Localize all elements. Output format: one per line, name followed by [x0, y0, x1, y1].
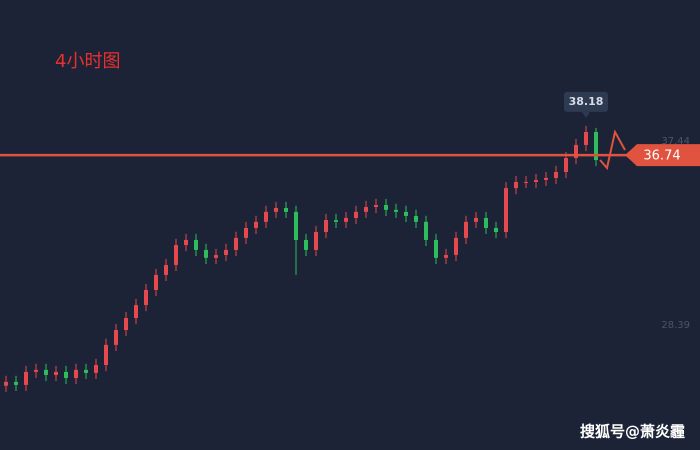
- candle-body: [394, 209, 398, 212]
- candle-body: [14, 381, 18, 385]
- y-tick-label: 28.39: [661, 320, 690, 331]
- candle-body: [214, 254, 218, 258]
- candle-body: [324, 220, 328, 233]
- candle-body: [74, 369, 78, 379]
- candle-body: [424, 221, 428, 240]
- candle-body: [224, 249, 228, 255]
- candle-body: [554, 172, 558, 178]
- candle-body: [404, 211, 408, 216]
- price-tag: [625, 144, 700, 167]
- candle-body: [234, 237, 238, 250]
- candle-body: [354, 211, 358, 218]
- candle-body: [334, 220, 338, 222]
- candle-body: [584, 131, 588, 145]
- candle-body: [174, 245, 178, 265]
- candle-body: [154, 274, 158, 290]
- candle-body: [134, 305, 138, 319]
- candle-body: [524, 181, 528, 183]
- candle-body: [34, 369, 38, 372]
- max-tooltip-label: 38.18: [569, 95, 604, 108]
- candle-body: [454, 237, 458, 255]
- candle-body: [474, 217, 478, 222]
- candle-body: [314, 232, 318, 250]
- chart-title: 4小时图: [55, 51, 120, 72]
- candle-body: [184, 239, 188, 246]
- watermark: 搜狐号@萧炎霾: [580, 423, 685, 441]
- candle-body: [24, 371, 28, 385]
- candle-body: [264, 211, 268, 222]
- candle-body: [434, 239, 438, 258]
- candle-body: [564, 157, 568, 173]
- candle-body: [364, 207, 368, 212]
- candle-body: [464, 221, 468, 238]
- max-tooltip-pointer: [582, 111, 590, 118]
- candle-body: [84, 369, 88, 373]
- candle-body: [254, 221, 258, 228]
- candle-body: [544, 177, 548, 180]
- candle-body: [444, 254, 448, 258]
- candle-body: [514, 181, 518, 189]
- candle-body: [114, 330, 118, 345]
- candle-body: [44, 369, 48, 375]
- y-tick-label: 37.44: [661, 136, 690, 147]
- candle-body: [244, 227, 248, 238]
- candle-body: [304, 239, 308, 250]
- candle-body: [534, 179, 538, 182]
- candle-body: [64, 371, 68, 379]
- candle-body: [414, 215, 418, 222]
- candle-body: [374, 204, 378, 208]
- candle-body: [144, 289, 148, 306]
- candle-body: [274, 208, 278, 212]
- candle-body: [104, 344, 108, 366]
- candle-body: [294, 211, 298, 240]
- candle-body: [54, 371, 58, 375]
- candle-body: [94, 365, 98, 373]
- price-tag-label: 36.74: [643, 149, 680, 164]
- candle-body: [494, 227, 498, 233]
- candle-body: [194, 239, 198, 250]
- candle-body: [284, 208, 288, 212]
- candle-body: [484, 217, 488, 228]
- candle-body: [344, 217, 348, 222]
- candle-body: [574, 144, 578, 158]
- candle-body: [4, 381, 8, 386]
- candle-body: [124, 318, 128, 331]
- candle-body: [504, 188, 508, 233]
- candle-body: [204, 249, 208, 258]
- candle-body: [384, 204, 388, 210]
- candle-body: [594, 131, 598, 161]
- max-tooltip-box: [564, 91, 608, 112]
- arrow-annotation: [599, 129, 626, 171]
- candle-body: [164, 264, 168, 275]
